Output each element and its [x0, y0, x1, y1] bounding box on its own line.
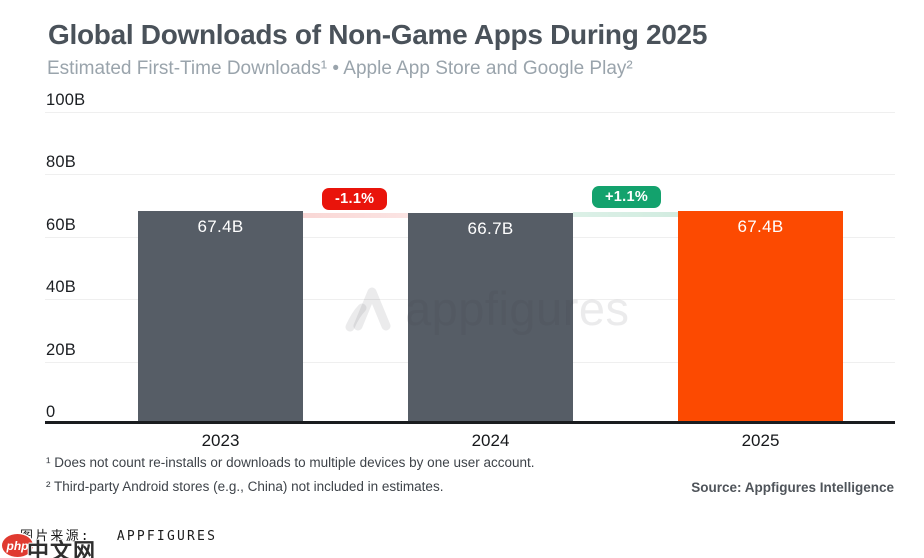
- delta-badge-positive: +1.1%: [592, 186, 662, 208]
- bar-value-2023: 67.4B: [197, 216, 244, 236]
- y-tick-60b: 60B: [46, 216, 76, 234]
- bar-2024: 66.7B: [408, 212, 573, 421]
- php-logo-icon: php: [2, 534, 33, 557]
- y-tick-20b: 20B: [46, 341, 76, 359]
- gridline-80b: [45, 174, 895, 175]
- delta-badge-negative: -1.1%: [322, 188, 388, 210]
- bar-2023: 67.4B: [138, 210, 303, 421]
- x-tick-2023: 2023: [201, 431, 240, 450]
- image-source-caption: 图片来源: APPFIGURES: [20, 525, 217, 544]
- bar-chart-plot-area: 100B 80B 60B 40B 20B 0 67.4B 66.7B 67.4B…: [45, 91, 895, 424]
- source-credit: Source: Appfigures Intelligence: [691, 480, 894, 495]
- footnote-1: ¹ Does not count re-installs or download…: [46, 455, 535, 470]
- php-logo-cn-text: 中文网: [27, 539, 97, 558]
- footnote-2: ² Third-party Android stores (e.g., Chin…: [46, 479, 444, 494]
- gridline-100b: [45, 112, 895, 113]
- page-title: Global Downloads of Non-Game Apps During…: [48, 19, 708, 50]
- image-source-value: APPFIGURES: [116, 529, 218, 544]
- delta-band-2023-2024: [303, 213, 408, 218]
- image-source-label: 图片来源:: [20, 529, 91, 544]
- y-tick-80b: 80B: [46, 153, 76, 171]
- x-axis-labels: 2023 2024 2025: [45, 431, 895, 453]
- y-tick-0: 0: [46, 403, 56, 421]
- x-tick-2025: 2025: [741, 431, 780, 450]
- delta-band-2024-2025: [573, 212, 678, 217]
- y-tick-100b: 100B: [46, 91, 86, 109]
- page-subtitle: Estimated First-Time Downloads¹ • Apple …: [47, 58, 633, 79]
- y-tick-40b: 40B: [46, 278, 76, 296]
- x-tick-2024: 2024: [471, 431, 510, 450]
- bar-value-2025: 67.4B: [737, 216, 784, 236]
- bar-value-2024: 66.7B: [467, 218, 514, 238]
- bar-2025: 67.4B: [678, 210, 843, 421]
- php-cn-site-logo: php 中文网: [2, 534, 96, 558]
